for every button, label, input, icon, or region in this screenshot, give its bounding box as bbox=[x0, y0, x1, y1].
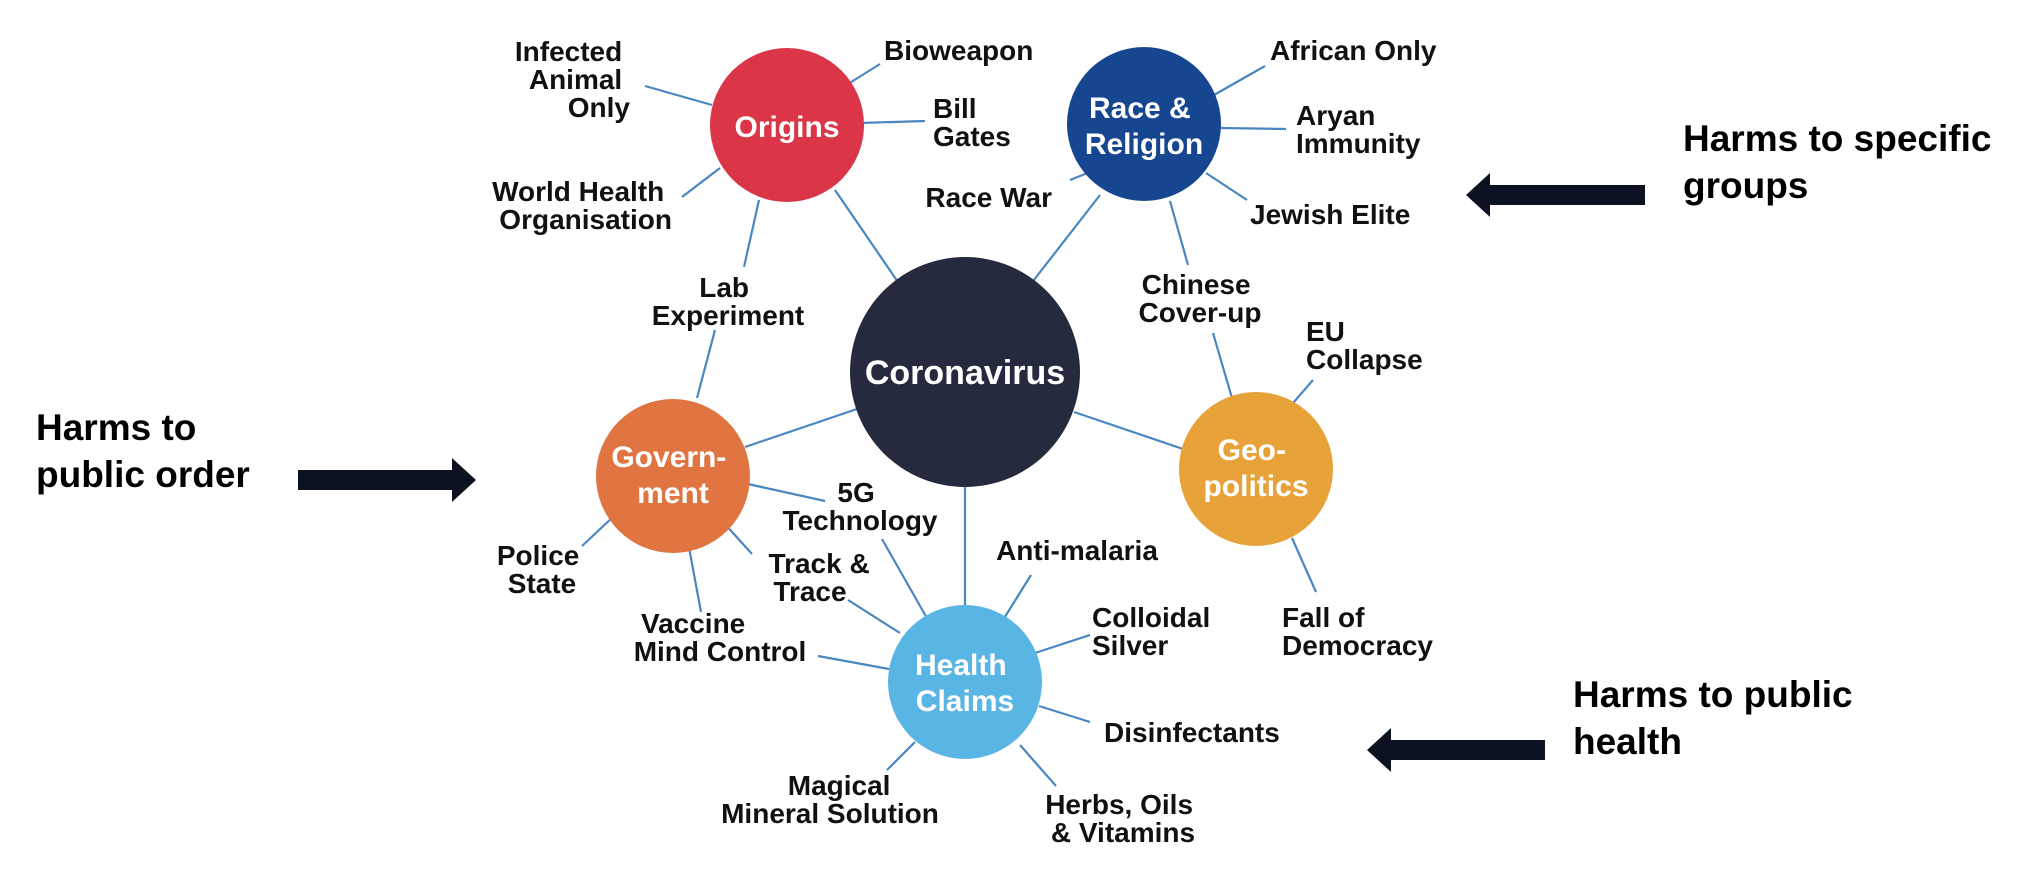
edge-5g-health bbox=[881, 538, 929, 621]
leaf-herbs-oils-vitamins: Herbs, Oils & Vitamins bbox=[1045, 789, 1201, 848]
geopolitics-label: Geo- politics bbox=[1203, 434, 1308, 503]
arrow-left-icon bbox=[1466, 173, 1645, 217]
annotation-public-order: Harms to public order bbox=[36, 407, 250, 495]
race-religion-node bbox=[1067, 47, 1221, 201]
leaf-police-state: Police State bbox=[497, 540, 587, 599]
leaf-magical-mineral-solution: Magical Mineral Solution bbox=[721, 770, 939, 829]
leaf-lab-experiment: Lab Experiment bbox=[652, 272, 805, 331]
edge-eu-collapse bbox=[1292, 379, 1314, 404]
government-node bbox=[596, 399, 750, 553]
edge-chinese-coverup-bottom bbox=[1211, 332, 1234, 399]
edge-center-race-religion bbox=[1029, 194, 1101, 286]
leaf-labels: Infected Animal Only Bioweapon Bill Gate… bbox=[492, 35, 1437, 848]
government-label: Govern- ment bbox=[611, 441, 734, 510]
health-claims-label: Health Claims bbox=[915, 649, 1015, 718]
origins-node bbox=[710, 48, 864, 202]
center-label: Coronavirus bbox=[865, 354, 1065, 392]
leaf-race-war: Race War bbox=[925, 182, 1052, 213]
race-religion-label: Race & Religion bbox=[1085, 92, 1203, 161]
leaf-anti-malaria: Anti-malaria bbox=[996, 535, 1158, 566]
edge-vaccine-mind-control bbox=[686, 541, 703, 613]
edge-police-state bbox=[581, 515, 615, 547]
leaf-fall-of-democracy: Fall of Democracy bbox=[1282, 602, 1433, 661]
hub-connectors bbox=[744, 189, 1184, 605]
edge-bill-gates bbox=[858, 119, 926, 125]
leaf-disinfectants: Disinfectants bbox=[1104, 717, 1280, 748]
leaf-5g-technology: 5G Technology bbox=[782, 477, 937, 536]
edge-bioweapon bbox=[847, 63, 881, 85]
leaf-vaccine-mind-control: Vaccine Mind Control bbox=[634, 608, 807, 667]
arrow-right-icon bbox=[298, 458, 476, 502]
edge-fall-democracy bbox=[1290, 537, 1318, 593]
center-node bbox=[850, 257, 1080, 487]
edge-lab-government bbox=[695, 329, 717, 399]
edge-infected-animal bbox=[644, 84, 713, 107]
edge-aryan-immunity bbox=[1220, 126, 1287, 131]
edge-vaccine-health bbox=[817, 654, 890, 671]
annotation-specific-groups: Harms to specific groups bbox=[1683, 118, 2002, 206]
health-claims-node bbox=[888, 605, 1042, 759]
edge-lab-experiment bbox=[742, 199, 761, 268]
edge-center-origins bbox=[834, 189, 901, 286]
annotation-labels: Harms to specific groups Harms to public… bbox=[36, 118, 2002, 762]
edge-anti-malaria bbox=[1002, 574, 1032, 621]
leaf-world-health-organisation: World Health Organisation bbox=[492, 176, 672, 235]
leaf-track-trace: Track & Trace bbox=[769, 548, 878, 607]
arrow-left-icon bbox=[1367, 728, 1545, 772]
edge-african-only bbox=[1213, 65, 1266, 96]
leaf-infected-animal: Infected Animal Only bbox=[515, 36, 631, 123]
leaf-bioweapon: Bioweapon bbox=[884, 35, 1033, 66]
edge-track-trace-health bbox=[847, 599, 901, 634]
hub-labels: Coronavirus Origins Race & Religion Gove… bbox=[611, 92, 1308, 718]
leaf-eu-collapse: EU Collapse bbox=[1306, 316, 1423, 375]
edge-jewish-elite bbox=[1205, 172, 1248, 201]
leaf-chinese-coverup: Chinese Cover-up bbox=[1139, 269, 1262, 328]
leaf-bill-gates: Bill Gates bbox=[933, 93, 1011, 152]
leaf-african-only: African Only bbox=[1270, 35, 1437, 66]
edge-5g-gov bbox=[747, 482, 826, 503]
leaf-colloidal-silver: Colloidal Silver bbox=[1092, 602, 1218, 661]
edge-disinfectants bbox=[1038, 704, 1091, 724]
origins-label: Origins bbox=[734, 111, 839, 144]
annotation-arrows bbox=[298, 173, 1645, 772]
geopolitics-node bbox=[1179, 392, 1333, 546]
annotation-public-health: Harms to public health bbox=[1573, 674, 1863, 762]
edge-who bbox=[681, 167, 721, 198]
leaf-aryan-immunity: Aryan Immunity bbox=[1296, 100, 1421, 159]
leaf-jewish-elite: Jewish Elite bbox=[1250, 199, 1410, 230]
edge-chinese-coverup-top bbox=[1168, 200, 1190, 266]
edge-magical-mineral bbox=[886, 741, 916, 771]
edge-center-geopolitics bbox=[1073, 410, 1184, 451]
edge-colloidal-silver bbox=[1031, 633, 1091, 656]
edge-center-government bbox=[744, 407, 858, 449]
hubs bbox=[596, 47, 1333, 759]
edge-herbs-oils bbox=[1019, 744, 1057, 787]
